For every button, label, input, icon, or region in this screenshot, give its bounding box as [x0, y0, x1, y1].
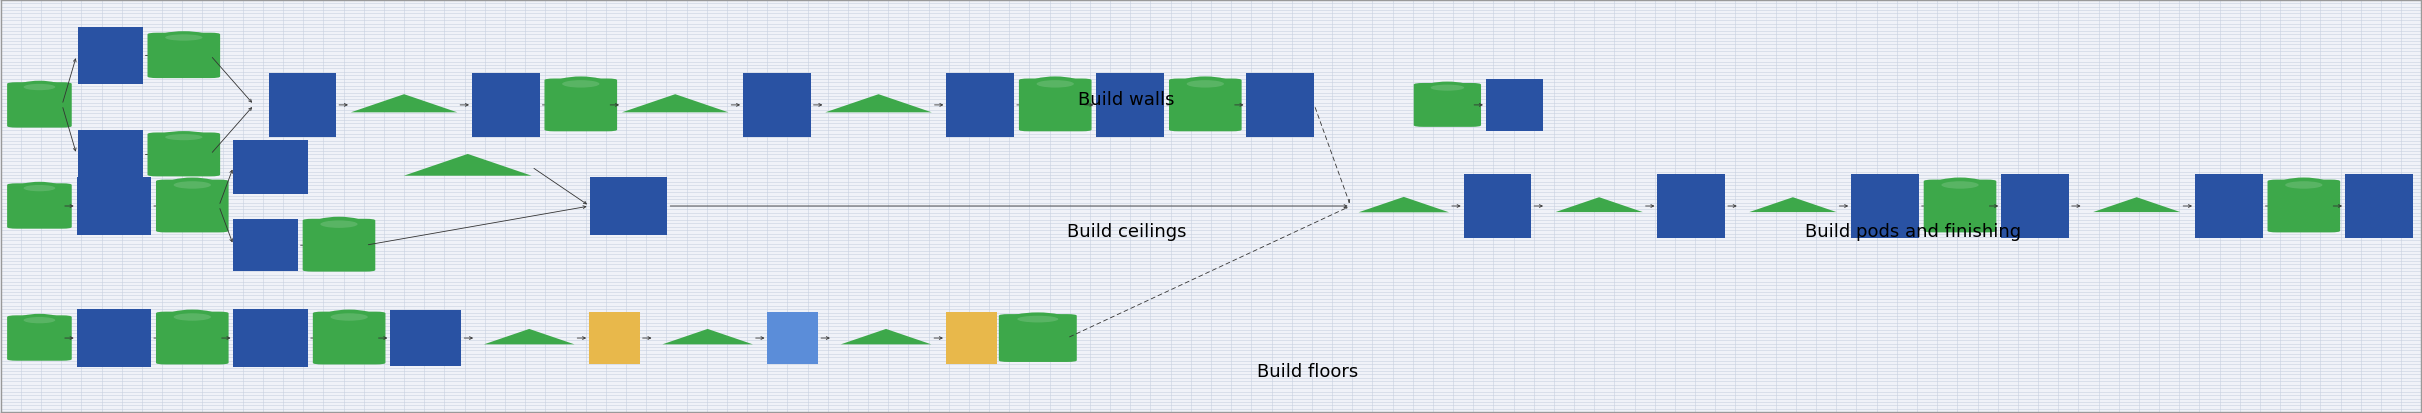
FancyBboxPatch shape [148, 133, 220, 177]
Polygon shape [840, 329, 932, 344]
Ellipse shape [17, 314, 63, 327]
FancyBboxPatch shape [1097, 74, 1165, 138]
FancyBboxPatch shape [2194, 175, 2262, 238]
FancyBboxPatch shape [2001, 175, 2068, 238]
Ellipse shape [1180, 77, 1233, 92]
Ellipse shape [165, 178, 218, 193]
Polygon shape [1555, 198, 1642, 213]
FancyBboxPatch shape [2344, 175, 2412, 238]
FancyBboxPatch shape [7, 316, 73, 361]
Ellipse shape [17, 81, 63, 94]
FancyBboxPatch shape [233, 309, 308, 367]
Ellipse shape [1037, 81, 1073, 88]
FancyBboxPatch shape [312, 312, 385, 365]
Ellipse shape [312, 217, 366, 232]
FancyBboxPatch shape [545, 79, 618, 132]
Ellipse shape [1431, 85, 1465, 91]
Ellipse shape [157, 32, 211, 45]
FancyBboxPatch shape [303, 219, 375, 272]
FancyBboxPatch shape [7, 184, 73, 229]
Polygon shape [1359, 197, 1448, 213]
FancyBboxPatch shape [78, 309, 150, 367]
FancyBboxPatch shape [1850, 175, 1918, 238]
FancyBboxPatch shape [589, 177, 668, 236]
Ellipse shape [24, 185, 56, 192]
FancyBboxPatch shape [768, 313, 819, 364]
Ellipse shape [555, 77, 608, 92]
Text: Build ceilings: Build ceilings [1066, 222, 1187, 240]
Ellipse shape [165, 35, 203, 42]
FancyBboxPatch shape [155, 312, 228, 365]
FancyBboxPatch shape [148, 33, 220, 79]
FancyBboxPatch shape [78, 28, 143, 84]
Text: Build floors: Build floors [1257, 362, 1359, 380]
FancyBboxPatch shape [947, 74, 1015, 138]
FancyBboxPatch shape [269, 74, 337, 138]
FancyBboxPatch shape [589, 313, 639, 364]
Text: Build walls: Build walls [1078, 90, 1175, 109]
Ellipse shape [329, 313, 368, 321]
FancyBboxPatch shape [1020, 79, 1092, 132]
Ellipse shape [1942, 182, 1979, 189]
Ellipse shape [165, 135, 203, 141]
Ellipse shape [1029, 77, 1083, 92]
Polygon shape [484, 329, 574, 344]
Polygon shape [622, 95, 729, 113]
FancyBboxPatch shape [78, 131, 143, 179]
Polygon shape [826, 95, 932, 113]
FancyBboxPatch shape [472, 74, 540, 138]
Ellipse shape [320, 221, 358, 228]
Ellipse shape [2277, 178, 2330, 193]
FancyBboxPatch shape [1247, 74, 1315, 138]
FancyBboxPatch shape [1170, 79, 1242, 132]
FancyBboxPatch shape [2267, 180, 2340, 233]
Ellipse shape [322, 310, 375, 325]
Ellipse shape [562, 81, 598, 88]
Ellipse shape [24, 85, 56, 91]
Ellipse shape [1017, 316, 1058, 323]
FancyBboxPatch shape [744, 74, 811, 138]
FancyBboxPatch shape [7, 83, 73, 128]
FancyBboxPatch shape [1414, 84, 1480, 128]
FancyBboxPatch shape [1463, 175, 1531, 238]
Ellipse shape [174, 313, 211, 321]
Ellipse shape [174, 182, 211, 189]
Ellipse shape [24, 317, 56, 323]
FancyBboxPatch shape [233, 140, 308, 195]
Ellipse shape [2286, 182, 2323, 189]
FancyBboxPatch shape [1923, 180, 1996, 233]
Ellipse shape [157, 132, 211, 144]
FancyBboxPatch shape [155, 180, 228, 233]
Polygon shape [404, 154, 533, 176]
FancyBboxPatch shape [390, 310, 463, 366]
Text: Build pods and finishing: Build pods and finishing [1804, 222, 2020, 240]
Polygon shape [1749, 198, 1836, 213]
Polygon shape [661, 329, 753, 344]
Ellipse shape [1008, 313, 1068, 326]
FancyBboxPatch shape [78, 178, 150, 235]
Ellipse shape [1424, 82, 1470, 95]
FancyBboxPatch shape [1485, 79, 1543, 132]
FancyBboxPatch shape [1657, 175, 1724, 238]
FancyBboxPatch shape [998, 314, 1078, 362]
Polygon shape [351, 95, 458, 113]
Ellipse shape [17, 183, 63, 195]
FancyBboxPatch shape [233, 219, 298, 272]
FancyBboxPatch shape [947, 313, 998, 364]
Ellipse shape [1933, 178, 1986, 193]
Ellipse shape [165, 310, 218, 325]
Ellipse shape [1187, 81, 1223, 88]
Polygon shape [2093, 198, 2180, 213]
